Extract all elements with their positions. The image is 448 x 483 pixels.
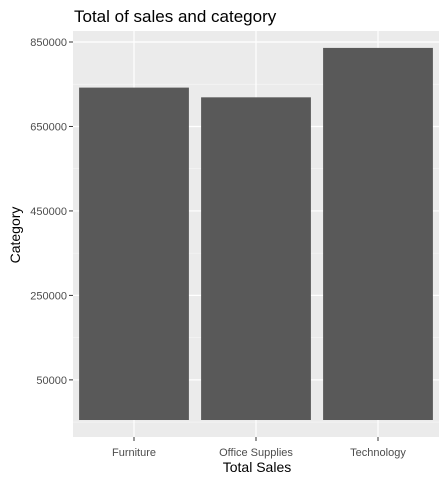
y-tick-label: 650000	[30, 121, 67, 133]
y-tick-label: 250000	[30, 290, 67, 302]
bar-technology	[323, 47, 433, 421]
x-axis-title: Total Sales	[223, 459, 291, 475]
bar-furniture	[79, 87, 189, 421]
x-tick-label: Office Supplies	[219, 447, 293, 459]
x-tick-label: Technology	[350, 447, 406, 459]
bars	[79, 47, 433, 421]
x-axis-ticks: Furniture Office Supplies Technology	[112, 437, 406, 459]
chart-title: Total of sales and category	[74, 7, 277, 26]
bar-office-supplies	[201, 97, 311, 420]
y-tick-label: 50000	[36, 375, 67, 387]
y-axis-ticks: 50000 250000 450000 650000 850000	[30, 37, 73, 387]
y-axis-title: Category	[7, 207, 23, 264]
x-tick-label: Furniture	[112, 447, 156, 459]
y-tick-label: 450000	[30, 206, 67, 218]
y-tick-label: 850000	[30, 37, 67, 49]
